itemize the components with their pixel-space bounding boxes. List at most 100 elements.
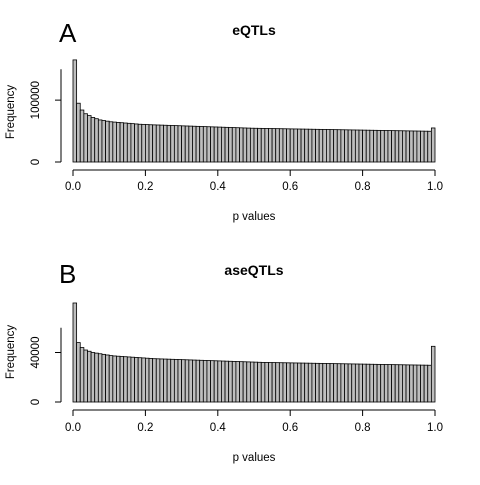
histogram-bar bbox=[340, 363, 345, 403]
histogram-bar bbox=[79, 109, 85, 163]
histogram-bar bbox=[199, 126, 204, 163]
histogram-bar bbox=[166, 124, 172, 163]
panel-eqtls: A eQTLs p values Frequency 0.0 0.2 0.4 0.6 0… bbox=[5, 18, 443, 223]
histogram-bar bbox=[293, 362, 298, 403]
histogram-bar bbox=[260, 127, 266, 163]
histogram-bar bbox=[387, 364, 392, 403]
histogram-bar bbox=[282, 362, 287, 403]
histogram-bar bbox=[119, 356, 125, 403]
histogram-bar bbox=[112, 121, 117, 163]
histogram-bar bbox=[181, 125, 186, 163]
x-tick-label: 0.6 bbox=[282, 422, 298, 434]
histogram-bar bbox=[365, 129, 371, 163]
histogram-bar bbox=[228, 127, 233, 163]
histogram-bar bbox=[126, 356, 132, 403]
panel-aseqtls: B aseQTLs p values Frequency 0.0 0.2 0.4 0.… bbox=[5, 259, 443, 464]
histogram-bar bbox=[336, 129, 342, 163]
histogram-bar bbox=[405, 130, 411, 163]
histogram-bar bbox=[369, 363, 374, 403]
histogram-bar bbox=[351, 363, 356, 403]
histogram-bar bbox=[90, 352, 96, 403]
histogram-bar bbox=[144, 357, 150, 403]
histogram-bar bbox=[246, 361, 251, 403]
histogram-bar bbox=[333, 363, 338, 403]
histogram-bar bbox=[394, 364, 400, 403]
histogram-bar bbox=[278, 362, 284, 403]
histogram-bar bbox=[195, 125, 201, 163]
histogram-bar bbox=[275, 128, 280, 163]
y-tick-label: 0 bbox=[30, 399, 42, 405]
histogram-bar bbox=[383, 364, 389, 403]
histogram-bar bbox=[398, 130, 403, 163]
histogram-bar bbox=[188, 359, 193, 403]
histogram-bar bbox=[137, 357, 143, 403]
histogram-bar bbox=[217, 126, 222, 163]
histogram-bar bbox=[387, 130, 392, 163]
histogram-bar bbox=[430, 345, 436, 403]
histogram-bar bbox=[257, 127, 262, 163]
histogram-bar bbox=[354, 129, 360, 163]
x-axis-label-aseqtls: p values bbox=[233, 452, 276, 464]
histogram-bar bbox=[420, 130, 425, 163]
histogram-bar bbox=[344, 363, 349, 403]
histogram-bar bbox=[199, 359, 204, 403]
histogram-bar bbox=[239, 127, 244, 163]
histogram-bar bbox=[213, 360, 219, 403]
histogram-bar bbox=[144, 124, 150, 163]
x-tick-label: 0.6 bbox=[282, 181, 298, 193]
histogram-bar bbox=[192, 125, 197, 163]
histogram-bar bbox=[253, 361, 259, 403]
y-tick-label: 0 bbox=[30, 159, 42, 165]
histogram-bar bbox=[347, 129, 353, 163]
histogram-bar bbox=[148, 358, 154, 403]
histogram-bar bbox=[112, 355, 117, 403]
histogram-bar bbox=[210, 360, 215, 403]
panel-letter-a: A bbox=[59, 18, 77, 48]
histogram-bar bbox=[181, 359, 186, 403]
histogram-bar bbox=[210, 126, 215, 163]
histogram-bar bbox=[318, 362, 324, 403]
histogram-bar bbox=[101, 353, 106, 403]
histogram-bar bbox=[315, 128, 320, 163]
histogram-bar bbox=[224, 126, 230, 163]
histogram-bar bbox=[354, 363, 360, 403]
histogram-bar bbox=[177, 359, 182, 403]
x-tick-label: 0.4 bbox=[210, 181, 227, 193]
chart-title-aseqtls: aseQTLs bbox=[224, 262, 283, 278]
histogram-bar bbox=[206, 126, 211, 163]
x-tick-label: 0.8 bbox=[355, 422, 371, 434]
histogram-bar bbox=[188, 125, 193, 163]
histogram-bar bbox=[72, 302, 78, 403]
histogram-bar bbox=[224, 360, 230, 403]
histogram-bar bbox=[420, 364, 425, 403]
histogram-bar bbox=[268, 362, 273, 403]
y-axis-label-aseqtls: Frequency bbox=[5, 325, 17, 380]
histogram-bar bbox=[402, 130, 407, 163]
histogram-bar bbox=[79, 347, 85, 403]
histogram-bar bbox=[322, 363, 327, 403]
histogram-bar bbox=[72, 59, 78, 163]
histogram-bar bbox=[217, 360, 222, 403]
histogram-bar bbox=[166, 358, 172, 403]
axes-aseqtls: 0.0 0.2 0.4 0.6 0.8 1.0 0 40000 bbox=[30, 327, 443, 434]
histogram-bar bbox=[416, 130, 421, 163]
histogram-bar bbox=[362, 363, 367, 403]
histogram-bar bbox=[141, 123, 146, 163]
histogram-bar bbox=[184, 359, 190, 403]
histogram-bar bbox=[394, 130, 400, 163]
histogram-bar bbox=[159, 124, 164, 163]
panel-letter-b: B bbox=[59, 259, 76, 289]
histogram-bar bbox=[253, 127, 259, 163]
histogram-bar bbox=[202, 360, 208, 403]
histogram-bar bbox=[423, 364, 429, 403]
histogram-bar bbox=[427, 364, 432, 403]
histogram-bar bbox=[275, 362, 280, 403]
histogram-bar bbox=[264, 362, 269, 403]
histogram-bar bbox=[246, 127, 251, 163]
histogram-bar bbox=[123, 122, 128, 163]
y-tick-label: 40000 bbox=[30, 337, 42, 369]
histogram-bar bbox=[304, 362, 309, 403]
histogram-bar bbox=[242, 127, 248, 163]
x-tick-label: 1.0 bbox=[427, 181, 443, 193]
